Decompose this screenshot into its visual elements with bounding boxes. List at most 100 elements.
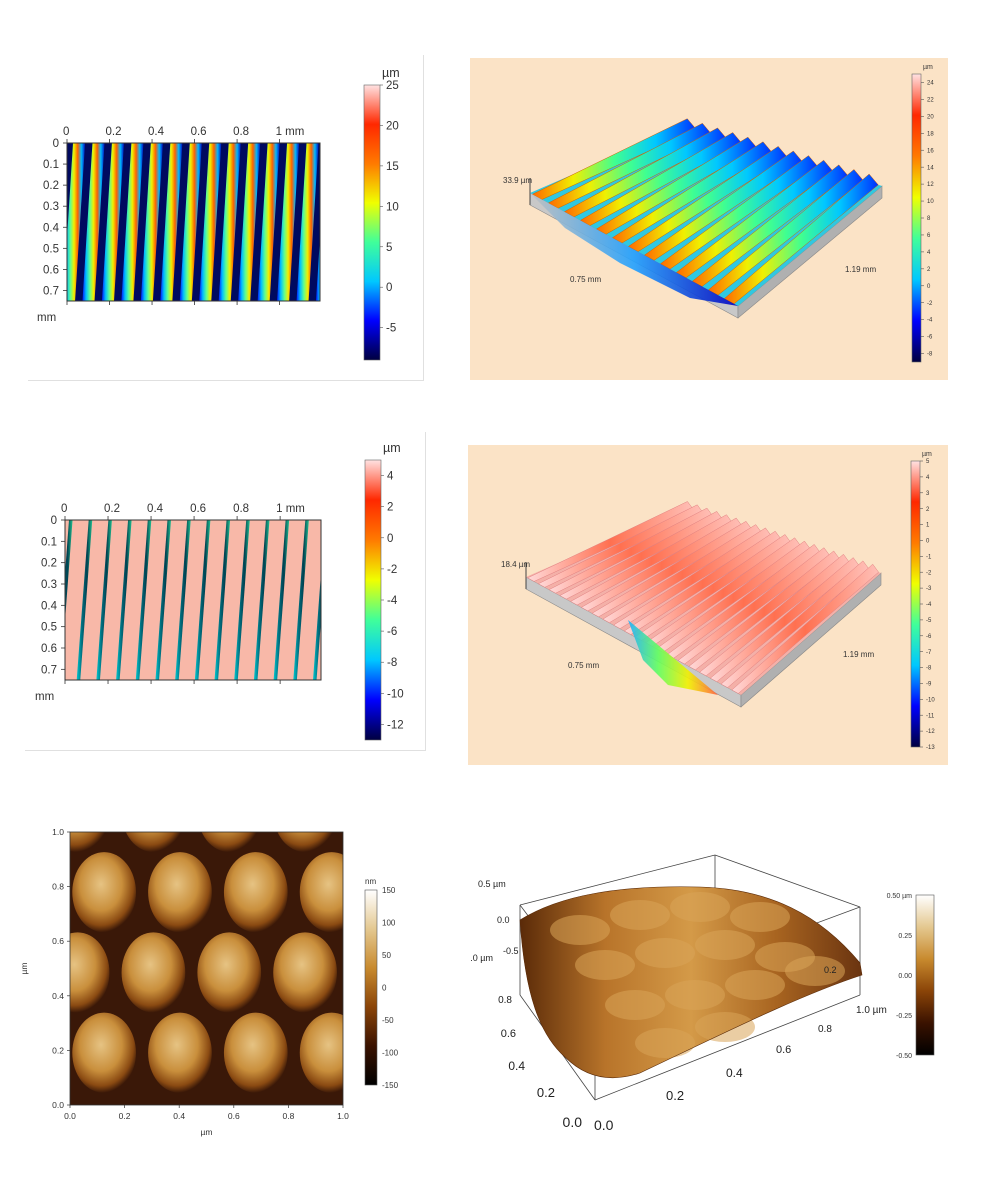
y-tick-label: 1.0 — [52, 827, 64, 837]
width-label: 1.19 mm — [843, 650, 874, 659]
colorbar-tick-label: 6 — [927, 233, 931, 239]
dome-mark — [550, 915, 610, 945]
y-tick-label: 0.6 — [43, 264, 59, 276]
colorbar-tick-label: 5 — [926, 459, 930, 465]
dome-mark — [695, 1012, 755, 1042]
x-tick-label: 0.0 — [64, 1111, 76, 1121]
colorbar-tick-label: 0.50 µm — [887, 893, 913, 900]
colorbar-tick-label: -10 — [926, 697, 935, 703]
plot-frame — [64, 519, 322, 681]
stripe-mark — [218, 143, 241, 301]
dome-mark — [121, 932, 186, 1013]
colorbar-tick-label: -4 — [926, 602, 932, 608]
x-tick-label: 0.2 — [104, 503, 120, 515]
x-tick-label: 1.0 µm — [856, 1005, 887, 1016]
dome-mark — [148, 1012, 212, 1093]
panel-6-afm-3d: 0.5 µm 0.0 -0.5 0.0 0.2 0.4 0.6 0.8 1.0 µm 0.0 0.2… — [465, 845, 980, 1145]
colorbar-tick-label: 25 — [386, 80, 399, 92]
stripe-mark — [293, 520, 309, 680]
colorbar-tick-label: 0.25 — [898, 933, 912, 940]
colorbar-tick-label: 0 — [382, 984, 387, 993]
stripe-mark — [175, 520, 191, 680]
dome-mark — [299, 852, 343, 933]
colorbar-tick-label: 2 — [387, 502, 393, 514]
afm-3d-chart-6: 0.5 µm 0.0 -0.5 0.0 0.2 0.4 0.6 0.8 1.0 µm 0.0 0.2… — [465, 854, 935, 1133]
width-label: 1.19 mm — [845, 265, 876, 274]
stripe-mark — [273, 520, 290, 680]
height-map-chart-1: 0 0.2 0.4 0.6 0.8 1 mm 0 0.1 0.2 0.3 0.4 0.5 0.6 0.7 m… — [28, 66, 400, 361]
colorbar-tick-label: 18 — [927, 131, 934, 137]
y-tick-label: 0.0 — [52, 1100, 64, 1110]
stripe-mark — [296, 143, 319, 301]
colorbar-tick-label: -0.25 — [896, 1013, 912, 1020]
dome-grid — [70, 832, 343, 1093]
colorbar-tick-label: 20 — [386, 120, 399, 132]
colorbar-tick-label: -9 — [926, 682, 932, 688]
dome-mark — [730, 902, 790, 932]
slab-side — [740, 572, 882, 708]
y-unit-label: mm — [35, 691, 54, 703]
front-wedge — [628, 620, 718, 695]
colorbar-tick-label: 4 — [927, 250, 931, 256]
dome-mark — [635, 938, 695, 968]
x-tick-label: 0.4 — [147, 503, 164, 515]
colorbar-tick-label: -5 — [386, 323, 396, 335]
x-tick-label: 0.6 — [228, 1111, 240, 1121]
y-tick-label: 0.2 — [43, 180, 59, 192]
afm-map-chart-5: 0.0 0.2 0.4 0.6 0.8 1.0 0.0 0.2 0.4 0.6 0.8 1.0 µm µm… — [19, 827, 399, 1137]
stripe-mark — [234, 520, 250, 680]
colorbar-tick-label: -6 — [926, 634, 932, 640]
y-tick-label: 0.2 — [52, 1045, 64, 1055]
x-axis-label: µm — [201, 1127, 213, 1137]
colorbar-tick-label: 4 — [926, 475, 930, 481]
colorbar-tick-label: 3 — [926, 491, 930, 497]
x-tick-label: 0.2 — [119, 1111, 131, 1121]
y-tick-label: 0.4 — [52, 991, 64, 1001]
colorbar-tick-label: -1 — [926, 554, 932, 560]
stripe-mark — [199, 143, 222, 301]
height-map-chart-3: 0 0.2 0.4 0.6 0.8 1 mm 0 0.1 0.2 0.3 0.4 0.5 0.6 0.7 m… — [25, 441, 404, 741]
colorbar-tick-label: -13 — [926, 745, 935, 751]
y-tick-label: 0.1 — [41, 536, 57, 548]
dome-mark — [273, 932, 337, 1013]
colorbar-unit: nm — [365, 877, 376, 886]
surface-outline — [519, 886, 863, 1079]
dome-mark — [223, 1012, 288, 1093]
colorbar — [363, 84, 381, 361]
x-tick-label: 0.4 — [148, 126, 165, 138]
y-tick-label: 0.5 — [41, 622, 57, 634]
y-tick-label: 0.6 — [41, 643, 57, 655]
x-tick-label: 0.2 — [666, 1088, 684, 1103]
y-tick-label: 0.1 — [43, 159, 59, 171]
colorbar-tick-label: -150 — [382, 1081, 399, 1090]
colorbar-tick-label: -12 — [387, 719, 404, 731]
y-tick-label: 0.4 — [508, 1059, 525, 1073]
dome-mark — [605, 990, 665, 1020]
x-tick-label: 1 mm — [276, 126, 305, 138]
x-tick-label: 0.8 — [818, 1024, 832, 1035]
y-tick-label: 0.4 — [41, 600, 58, 612]
depth-label: 0.75 mm — [570, 275, 601, 284]
y-axis-label: µm — [19, 963, 29, 975]
stripe-mark — [160, 143, 183, 301]
stripe-mark — [238, 143, 261, 301]
plot-frame — [66, 142, 321, 302]
colorbar-tick-label: -5 — [926, 618, 932, 624]
y-tick-label: 0.8 — [52, 882, 64, 892]
y-tick-label: 0 — [51, 515, 57, 527]
colorbar-unit: µm — [922, 451, 932, 458]
z-tick-label: 0.5 µm — [478, 879, 506, 889]
dome-mark — [725, 970, 785, 1000]
y-unit-label: mm — [37, 312, 56, 324]
dome-mark — [695, 930, 755, 960]
stripe-mark — [155, 520, 172, 680]
colorbar-tick-label: 4 — [387, 471, 394, 483]
colorbar-tick-label: -11 — [926, 713, 935, 719]
colorbar-unit: µm — [923, 64, 933, 71]
x-tick-label: 0 — [61, 503, 67, 515]
colorbar-tick-label: -8 — [927, 352, 933, 358]
x-tick-label: 0.8 — [233, 503, 249, 515]
x-tick-label: 0.4 — [173, 1111, 185, 1121]
colorbar-tick-label: 50 — [382, 951, 391, 960]
x-tick-label: 0.6 — [191, 126, 207, 138]
